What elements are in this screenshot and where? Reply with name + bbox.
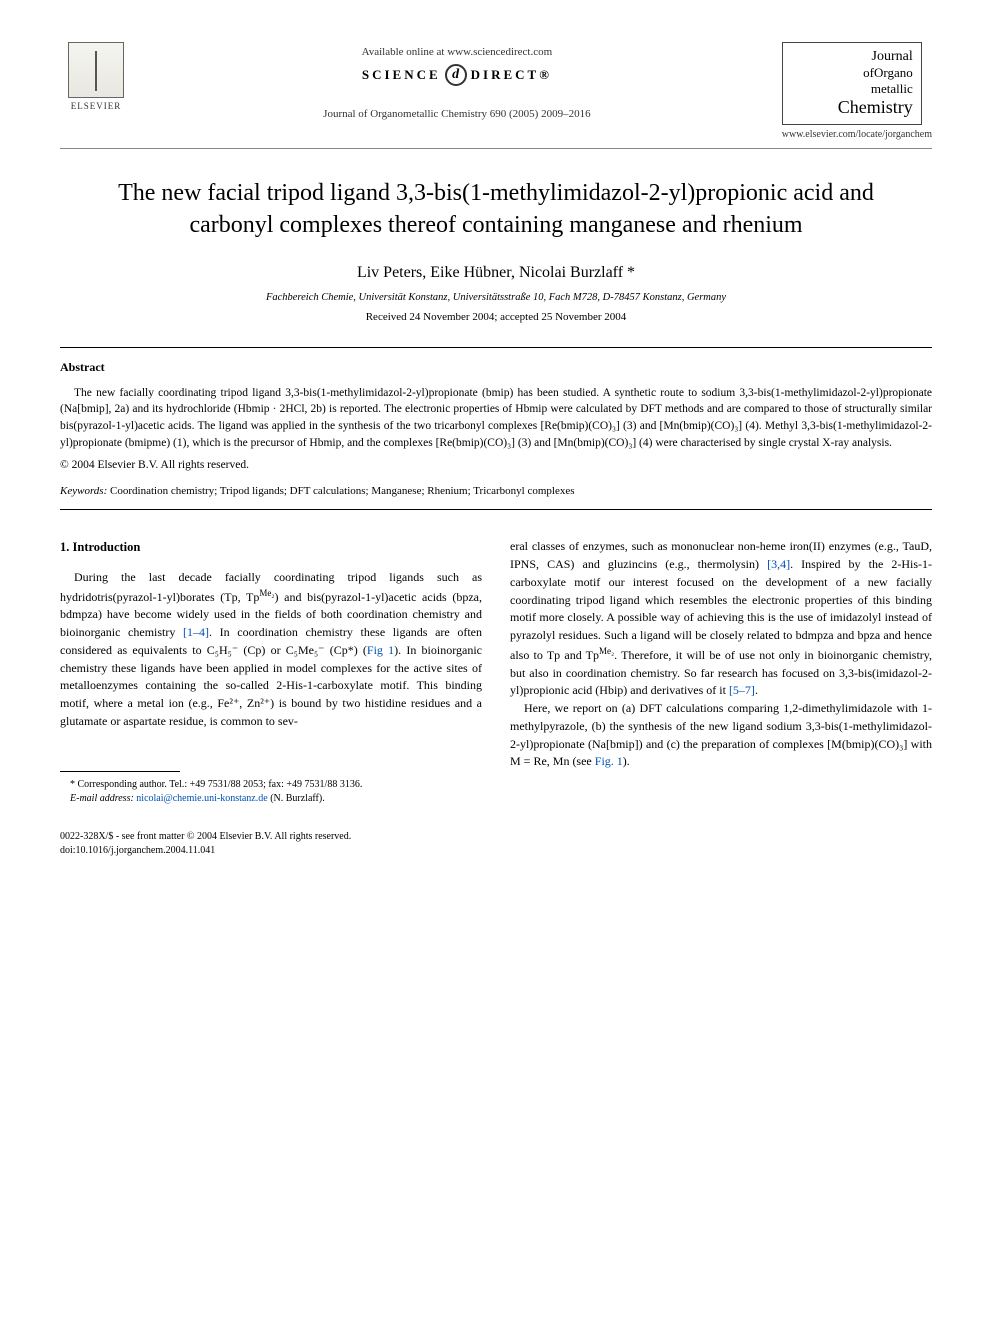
intro-paragraph-right-1: eral classes of enzymes, such as mononuc… [510,538,932,700]
abstract-bottom-rule [60,509,932,510]
journal-reference: Journal of Organometallic Chemistry 690 … [132,108,782,120]
text-run: . [755,683,758,697]
right-column: eral classes of enzymes, such as mononuc… [510,538,932,805]
superscript: Me₂ [599,646,614,656]
text-run: ). [623,754,630,768]
abstract-text: The new facially coordinating tripod lig… [60,385,932,452]
header: ELSEVIER Available online at www.science… [60,42,932,140]
page-container: ELSEVIER Available online at www.science… [0,0,992,898]
ref-link-3-4[interactable]: [3,4] [767,557,790,571]
sciencedirect-d-icon: d [445,64,467,86]
sciencedirect-right: DIRECT® [471,67,552,83]
corresponding-author-footnote: * Corresponding author. Tel.: +49 7531/8… [60,778,482,792]
authors: Liv Peters, Eike Hübner, Nicolai Burzlaf… [60,264,932,282]
intro-paragraph-right-2: Here, we report on (a) DFT calculations … [510,700,932,771]
footer-doi: doi:10.1016/j.jorganchem.2004.11.041 [60,844,932,858]
page-footer: 0022-328X/$ - see front matter © 2004 El… [60,830,932,858]
figure-link-1b[interactable]: Fig. 1 [595,754,623,768]
footer-line-1: 0022-328X/$ - see front matter © 2004 El… [60,830,932,844]
abstract-body: The new facially coordinating tripod lig… [60,385,932,452]
elsevier-logo: ELSEVIER [60,42,132,111]
footnote-rule [60,771,180,772]
journal-logo: Journal ofOrgano metallic Chemistry [782,42,922,125]
text-run: . Inspired by the 2-His-1-carboxylate mo… [510,557,932,662]
affiliation: Fachbereich Chemie, Universität Konstanz… [60,292,932,303]
elsevier-label: ELSEVIER [71,101,122,111]
keywords-label: Keywords: [60,485,107,497]
email-link[interactable]: nicolai@chemie.uni-konstanz.de [134,793,268,804]
email-tail: (N. Burzlaff). [268,793,325,804]
ref-link-1-4[interactable]: [1–4] [183,625,209,639]
journal-logo-block: Journal ofOrgano metallic Chemistry www.… [782,42,932,140]
article-title: The new facial tripod ligand 3,3-bis(1-m… [60,177,932,242]
left-column: 1. Introduction During the last decade f… [60,538,482,805]
section-1-heading: 1. Introduction [60,538,482,557]
keywords: Keywords: Coordination chemistry; Tripod… [60,485,932,497]
email-label: E-mail address: [70,793,134,804]
elsevier-tree-icon [68,42,124,98]
superscript: Me₂ [259,588,274,598]
available-online-text: Available online at www.sciencedirect.co… [132,46,782,58]
header-rule [60,148,932,149]
text-run: Here, we report on (a) DFT calculations … [510,701,932,768]
email-footnote: E-mail address: nicolai@chemie.uni-konst… [60,792,482,806]
header-center: Available online at www.sciencedirect.co… [132,42,782,120]
ref-link-5-7[interactable]: [5–7] [729,683,755,697]
journal-logo-line3: metallic [791,81,913,97]
abstract-copyright: © 2004 Elsevier B.V. All rights reserved… [60,459,932,471]
journal-url: www.elsevier.com/locate/jorganchem [782,129,932,140]
journal-logo-line1: Journal [791,49,913,65]
sciencedirect-left: SCIENCE [362,67,441,83]
journal-logo-line4: Chemistry [791,97,913,118]
abstract-top-rule [60,347,932,348]
abstract-heading: Abstract [60,360,932,375]
intro-paragraph-left: During the last decade facially coordina… [60,569,482,731]
sciencedirect-logo: SCIENCE d DIRECT® [362,64,552,86]
received-dates: Received 24 November 2004; accepted 25 N… [60,311,932,323]
figure-link-1[interactable]: Fig 1 [367,643,394,657]
body-columns: 1. Introduction During the last decade f… [60,538,932,805]
keywords-text: Coordination chemistry; Tripod ligands; … [107,485,574,497]
journal-logo-line2: ofOrgano [791,65,913,81]
